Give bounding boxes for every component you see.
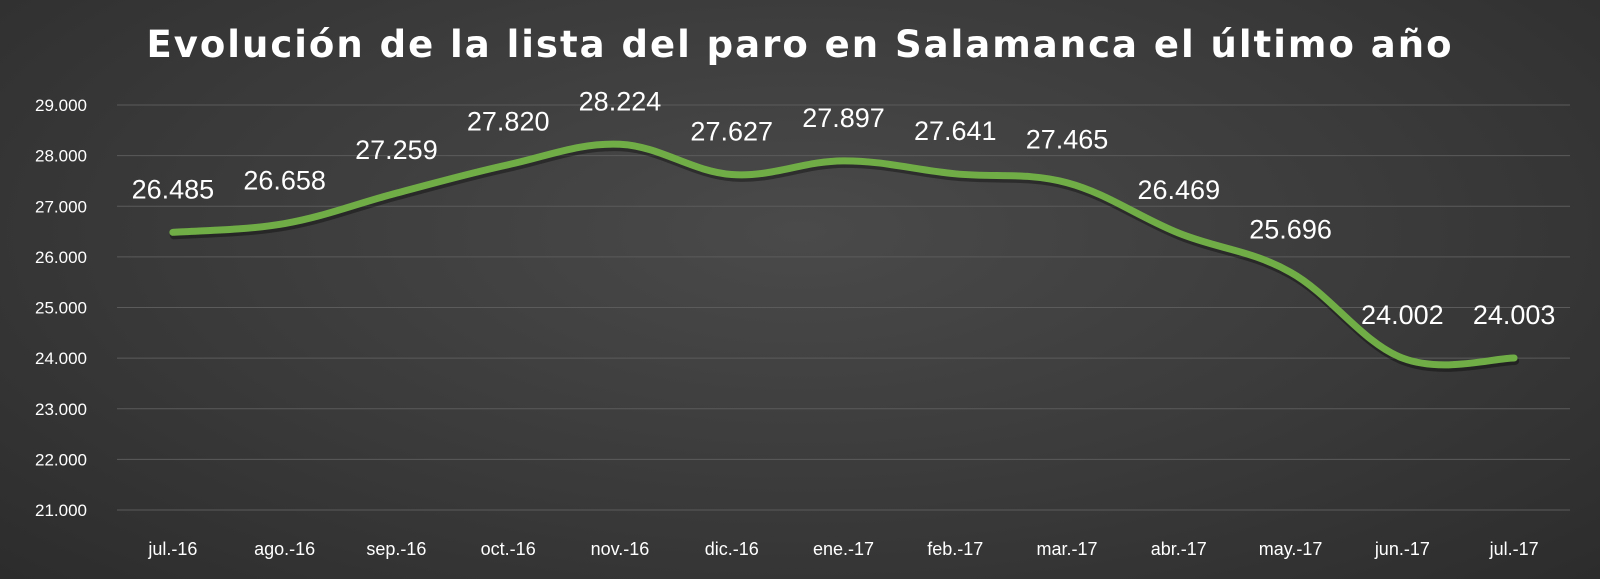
x-tick-label: oct.-16 [481, 539, 536, 559]
x-tick-label: sep.-16 [366, 539, 426, 559]
data-labels: 26.485 26.658 27.259 27.820 28.224 27.627 27.8… [132, 86, 1556, 330]
data-point-3 [507, 164, 509, 166]
chart-title: Evolución de la lista del paro en Salama… [146, 23, 1453, 66]
x-tick-label: mar.-17 [1037, 539, 1098, 559]
x-tick-label: dic.-16 [705, 539, 759, 559]
data-point-4 [619, 143, 621, 145]
data-point-8 [1066, 182, 1068, 184]
data-label: 27.259 [355, 135, 438, 165]
data-point-10 [1290, 271, 1292, 273]
y-tick-label: 28.000 [35, 147, 87, 166]
x-tick-label: jul.-16 [147, 539, 197, 559]
x-tick-label: jul.-17 [1489, 539, 1539, 559]
data-label: 28.224 [579, 86, 662, 116]
data-label: 24.002 [1361, 300, 1444, 330]
y-axis-ticks: 21.000 22.000 23.000 24.000 25.000 26.000 27.0… [35, 96, 87, 520]
data-label: 27.627 [690, 117, 773, 147]
y-tick-label: 29.000 [35, 96, 87, 115]
x-axis-ticks: jul.-16 ago.-16 sep.-16 oct.-16 nov.-16 dic.-… [147, 539, 1538, 559]
data-point-7 [954, 173, 956, 175]
x-tick-label: abr.-17 [1151, 539, 1207, 559]
y-tick-label: 26.000 [35, 248, 87, 267]
data-label: 26.469 [1138, 175, 1221, 205]
y-tick-label: 23.000 [35, 400, 87, 419]
data-label: 27.641 [914, 116, 997, 146]
series-line-shadow [169, 143, 1520, 372]
data-label: 27.897 [802, 103, 885, 133]
y-tick-label: 27.000 [35, 197, 87, 216]
data-label: 26.485 [132, 174, 215, 204]
x-tick-label: ene.-17 [813, 539, 874, 559]
series-line [169, 140, 1518, 369]
x-tick-label: feb.-17 [927, 539, 983, 559]
data-point-12 [1513, 357, 1515, 359]
series-paro [169, 140, 1520, 372]
data-label: 24.003 [1473, 300, 1556, 330]
data-point-2 [395, 192, 397, 194]
y-tick-label: 24.000 [35, 349, 87, 368]
data-point-0 [172, 231, 174, 233]
x-tick-label: may.-17 [1259, 539, 1323, 559]
data-label: 25.696 [1249, 214, 1332, 244]
data-label: 27.820 [467, 107, 550, 137]
data-label: 26.658 [243, 166, 326, 196]
y-tick-label: 25.000 [35, 299, 87, 318]
x-tick-label: nov.-16 [591, 539, 650, 559]
y-tick-label: 21.000 [35, 501, 87, 520]
data-label: 27.465 [1026, 125, 1109, 155]
data-point-6 [843, 160, 844, 162]
data-point-9 [1178, 232, 1180, 234]
data-point-11 [1401, 357, 1403, 359]
x-tick-label: jun.-17 [1374, 539, 1430, 559]
y-tick-label: 22.000 [35, 450, 87, 469]
data-point-5 [731, 174, 733, 176]
data-point-1 [284, 223, 286, 225]
x-tick-label: ago.-16 [254, 539, 315, 559]
